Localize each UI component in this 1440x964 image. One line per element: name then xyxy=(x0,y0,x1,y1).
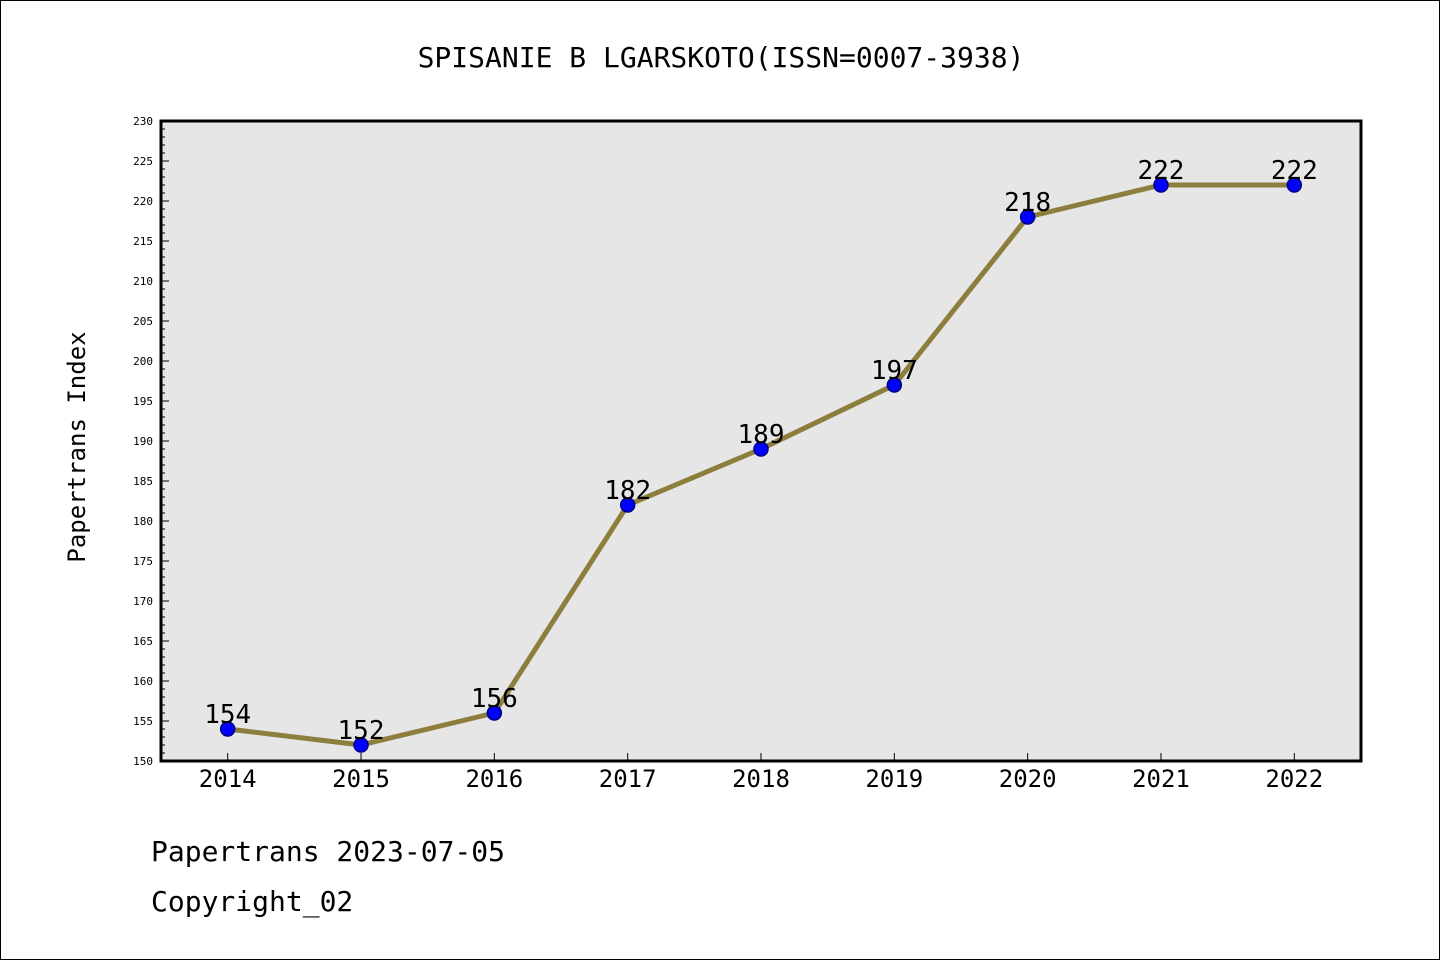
data-label: 156 xyxy=(471,684,518,714)
y-tick-label: 190 xyxy=(133,435,153,448)
data-point xyxy=(753,441,769,457)
footer-copyright: Copyright_02 xyxy=(151,885,354,918)
data-point xyxy=(619,497,636,513)
data-point xyxy=(219,721,236,737)
plot-border xyxy=(159,119,1363,763)
x-tick-label: 2015 xyxy=(332,765,390,793)
data-label: 218 xyxy=(1004,188,1051,218)
data-point xyxy=(1286,177,1303,193)
data-label: 154 xyxy=(204,700,251,730)
y-tick-label: 195 xyxy=(133,395,153,408)
data-point xyxy=(353,737,369,753)
plot-area xyxy=(161,121,1361,761)
x-tick-label: 2014 xyxy=(199,765,257,793)
y-tick-label: 180 xyxy=(133,515,153,528)
y-tick-label: 185 xyxy=(133,475,153,488)
data-labels: 154 152 156 182 189 197 218 222 222 xyxy=(204,156,1318,746)
data-label: 197 xyxy=(871,356,918,386)
data-label: 222 xyxy=(1137,156,1184,186)
y-axis: 150 155 160 165 170 175 180 185 190 195 200 205 210 2… xyxy=(133,115,169,768)
y-tick-label: 220 xyxy=(133,195,153,208)
footer-date: Papertrans 2023-07-05 xyxy=(151,835,506,868)
x-tick-label: 2018 xyxy=(732,765,790,793)
data-label: 189 xyxy=(738,420,785,450)
x-tick-label: 2017 xyxy=(599,765,657,793)
x-tick-label: 2021 xyxy=(1132,765,1190,793)
data-label: 222 xyxy=(1271,156,1318,186)
y-tick-label: 225 xyxy=(133,155,153,168)
y-tick-label: 210 xyxy=(133,275,153,288)
y-tick-label: 230 xyxy=(133,115,153,128)
y-tick-label: 150 xyxy=(133,755,153,768)
y-tick-label: 165 xyxy=(133,635,153,648)
chart-title: SPISANIE B LGARSKOTO(ISSN=0007-3938) xyxy=(418,41,1025,74)
y-tick-label: 155 xyxy=(133,715,153,728)
y-tick-label: 205 xyxy=(133,315,153,328)
x-tick-label: 2016 xyxy=(465,765,523,793)
series-group xyxy=(219,177,1303,753)
data-label: 182 xyxy=(604,476,651,506)
data-point xyxy=(1153,177,1169,193)
x-tick-label: 2022 xyxy=(1265,765,1323,793)
y-tick-label: 170 xyxy=(133,595,153,608)
y-tick-label: 215 xyxy=(133,235,153,248)
y-axis-label: Papertrans Index xyxy=(63,331,91,562)
y-tick-label: 175 xyxy=(133,555,153,568)
y-tick-label: 200 xyxy=(133,355,153,368)
y-tick-label: 160 xyxy=(133,675,153,688)
data-point xyxy=(886,377,903,393)
x-axis: 2014 2015 2016 2017 2018 2019 2020 2021 2022 xyxy=(199,753,1323,793)
data-point xyxy=(486,705,503,721)
data-point xyxy=(1019,209,1036,225)
x-tick-label: 2020 xyxy=(999,765,1057,793)
data-label: 152 xyxy=(338,716,385,746)
x-tick-label: 2019 xyxy=(865,765,923,793)
